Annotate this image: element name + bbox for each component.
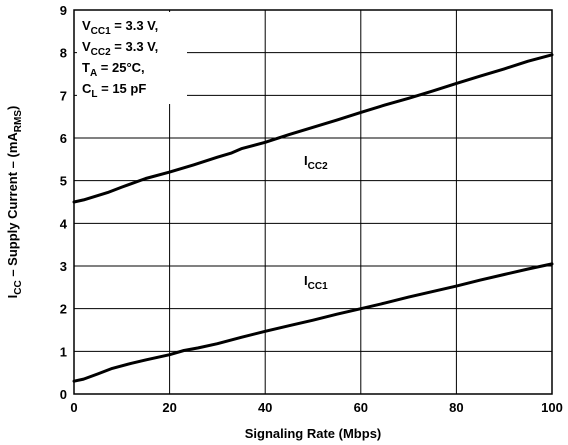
series-line-icc2 bbox=[72, 53, 554, 204]
conditions-annotation: VCC1 = 3.3 V, VCC2 = 3.3 V, TA = 25°C, CL =… bbox=[82, 18, 158, 100]
y-tick-label: 4 bbox=[60, 216, 68, 231]
y-tick-label: 0 bbox=[60, 387, 67, 402]
x-tick-label: 100 bbox=[541, 400, 563, 415]
condition-line: VCC1 = 3.3 V, bbox=[82, 18, 158, 37]
series-line-icc1 bbox=[72, 262, 554, 383]
y-axis-title: ICC – Supply Current – (mARMS) bbox=[5, 106, 24, 299]
x-tick-label: 0 bbox=[70, 400, 77, 415]
x-tick-label: 40 bbox=[258, 400, 272, 415]
y-tick-label: 2 bbox=[60, 302, 67, 317]
y-tick-label: 7 bbox=[60, 88, 67, 103]
y-tick-label: 1 bbox=[60, 344, 67, 359]
condition-line: VCC2 = 3.3 V, bbox=[82, 39, 158, 58]
x-axis-title: Signaling Rate (Mbps) bbox=[245, 426, 382, 441]
condition-line: TA = 25°C, bbox=[82, 60, 145, 79]
series-layer bbox=[72, 53, 554, 383]
x-tick-labels: 0 20 40 60 80 100 bbox=[70, 400, 562, 415]
y-tick-label: 5 bbox=[60, 174, 67, 189]
plot-frame bbox=[73, 9, 553, 395]
series-label-icc1: ICC1 bbox=[304, 273, 328, 292]
y-tick-label: 3 bbox=[60, 259, 67, 274]
y-tick-label: 6 bbox=[60, 131, 67, 146]
y-tick-labels: 0 1 2 3 4 5 6 7 8 9 bbox=[60, 3, 68, 402]
y-tick-label: 9 bbox=[60, 3, 67, 18]
y-tick-label: 8 bbox=[60, 46, 67, 61]
condition-line: CL = 15 pF bbox=[82, 81, 146, 100]
x-tick-label: 60 bbox=[354, 400, 368, 415]
x-tick-label: 80 bbox=[449, 400, 463, 415]
x-tick-label: 20 bbox=[162, 400, 176, 415]
series-label-icc2: ICC2 bbox=[304, 153, 328, 172]
conditions-box bbox=[77, 12, 187, 104]
